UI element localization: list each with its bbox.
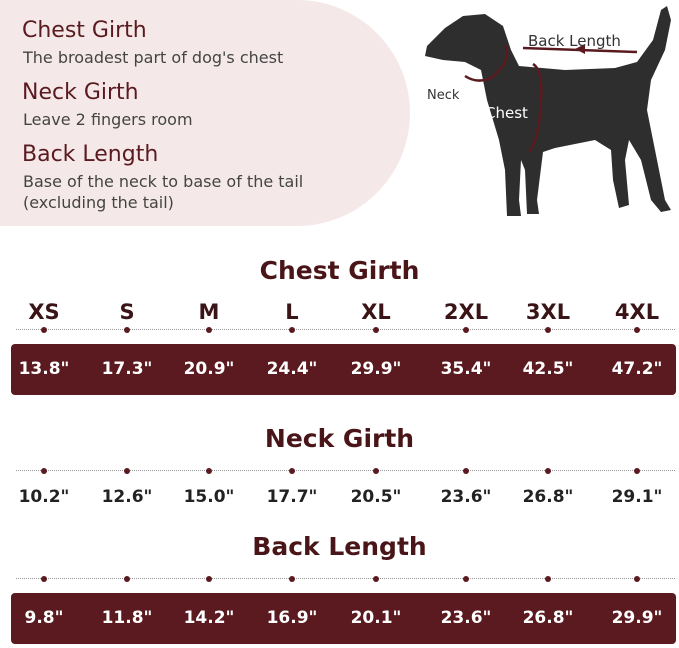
marker-dot [206, 468, 212, 474]
chest-girth-title: Chest Girth [259, 256, 420, 285]
neck-girth-title: Neck Girth [264, 424, 415, 453]
measurement-value: 26.8" [522, 608, 574, 628]
size-label: S [119, 300, 135, 324]
measurement-value: 35.4" [440, 359, 492, 379]
measurement-value: 29.1" [611, 487, 663, 507]
marker-dot [206, 327, 212, 333]
legend-desc: Base of the neck to base of the tail [23, 172, 304, 191]
legend-desc: The broadest part of dog's chest [23, 48, 284, 67]
measurement-value: 23.6" [440, 608, 492, 628]
back-length-label: Back Length [528, 32, 621, 50]
measurement-value: 23.6" [440, 487, 492, 507]
legend-title: Chest Girth [22, 18, 147, 43]
neck-label: Neck [427, 88, 460, 103]
measurement-value: 47.2" [611, 359, 663, 379]
chest-girth-bar: 13.8" 17.3" 20.9" 24.4" 29.9" 35.4" 42.5" 47.2" [11, 344, 676, 395]
legend-desc: (excluding the tail) [23, 193, 174, 212]
legend-title: Neck Girth [22, 80, 139, 105]
measurement-value: 13.8" [18, 359, 70, 379]
measurement-value: 20.5" [350, 487, 402, 507]
measurement-value: 26.8" [522, 487, 574, 507]
dog-silhouette [425, 6, 671, 216]
marker-dot [124, 327, 130, 333]
legend-desc: Leave 2 fingers room [23, 110, 193, 129]
marker-dot [41, 468, 47, 474]
marker-dot [124, 576, 130, 582]
marker-dot [634, 468, 640, 474]
marker-dot [545, 468, 551, 474]
measurement-value: 42.5" [522, 359, 574, 379]
marker-dot [289, 327, 295, 333]
divider [16, 578, 675, 579]
marker-dot [206, 576, 212, 582]
measurement-value: 17.3" [101, 359, 153, 379]
legend-panel: Chest Girth The broadest part of dog's c… [0, 0, 410, 226]
measurement-value: 16.9" [266, 608, 318, 628]
marker-dot [124, 468, 130, 474]
size-label: XL [361, 300, 391, 324]
measurement-value: 29.9" [350, 359, 402, 379]
size-label: 4XL [614, 300, 660, 324]
legend-title: Back Length [22, 142, 159, 167]
measurement-value: 20.1" [350, 608, 402, 628]
marker-dot [463, 327, 469, 333]
chest-label: Chest [485, 104, 528, 122]
size-label: XS [28, 300, 60, 324]
divider [16, 470, 675, 471]
marker-dot [373, 576, 379, 582]
measurement-value: 10.2" [18, 487, 70, 507]
marker-dot [41, 576, 47, 582]
marker-dot [463, 576, 469, 582]
divider [16, 329, 675, 330]
measurement-value: 11.8" [101, 608, 153, 628]
marker-dot [634, 576, 640, 582]
marker-dot [41, 327, 47, 333]
marker-dot [463, 468, 469, 474]
marker-dot [289, 468, 295, 474]
size-label: L [285, 300, 299, 324]
back-length-title: Back Length [252, 532, 427, 561]
marker-dot [545, 576, 551, 582]
measurement-value: 29.9" [611, 608, 663, 628]
dog-measurement-diagram: Back Length Neck Chest [425, 6, 671, 216]
measurement-value: 14.2" [183, 608, 235, 628]
size-label: 2XL [443, 300, 489, 324]
marker-dot [373, 327, 379, 333]
marker-dot [634, 327, 640, 333]
marker-dot [289, 576, 295, 582]
measurement-value: 17.7" [266, 487, 318, 507]
size-label: 3XL [525, 300, 571, 324]
back-length-bar: 9.8" 11.8" 14.2" 16.9" 20.1" 23.6" 26.8" 29.9" [11, 593, 676, 644]
measurement-value: 9.8" [24, 608, 64, 628]
measurement-value: 20.9" [183, 359, 235, 379]
measurement-value: 24.4" [266, 359, 318, 379]
marker-dot [545, 327, 551, 333]
size-label: M [198, 300, 220, 324]
measurement-value: 12.6" [101, 487, 153, 507]
marker-dot [373, 468, 379, 474]
measurement-value: 15.0" [183, 487, 235, 507]
